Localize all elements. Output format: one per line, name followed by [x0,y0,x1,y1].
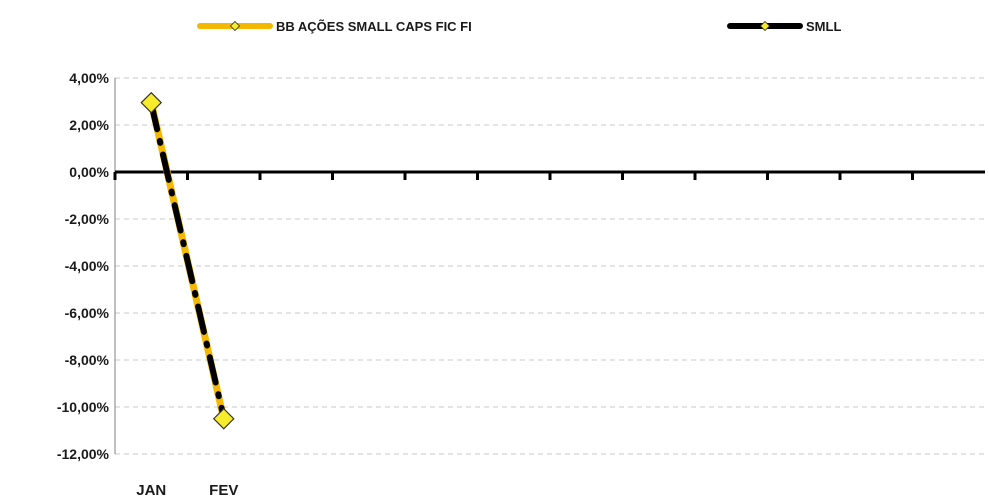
legend-label: BB AÇÕES SMALL CAPS FIC FI [276,19,472,34]
legend-marker [229,20,241,32]
legend-marker [759,20,771,32]
y-tick-label: -10,00% [57,399,110,415]
y-tick-label: -8,00% [65,352,110,368]
y-axis-ticks: 4,00% 2,00% 0,00% -2,00% -4,00% -6,00% -8,00% -… [57,70,110,462]
series-lines [140,91,235,430]
x-axis-labels: JAN FEV [136,482,238,499]
y-tick-label: -4,00% [65,258,110,274]
y-tick-label: 2,00% [69,117,109,133]
y-tick-label: -12,00% [57,446,110,462]
x-category-label: JAN [136,482,166,499]
data-point-marker [140,91,163,114]
legend-label: SMLL [806,19,841,34]
legend-item: SMLL [727,19,841,34]
series-line-smll [148,100,227,421]
y-tick-label: 0,00% [69,164,109,180]
x-category-label: FEV [209,482,238,499]
y-tick-label: -6,00% [65,305,110,321]
legend-item: BB AÇÕES SMALL CAPS FIC FI [197,19,472,34]
y-tick-label: -2,00% [65,211,110,227]
legend: BB AÇÕES SMALL CAPS FIC FI SMLL [197,19,841,34]
axes [113,78,985,454]
gridlines [115,77,985,455]
data-point-marker [212,407,235,430]
y-tick-label: 4,00% [69,70,109,86]
